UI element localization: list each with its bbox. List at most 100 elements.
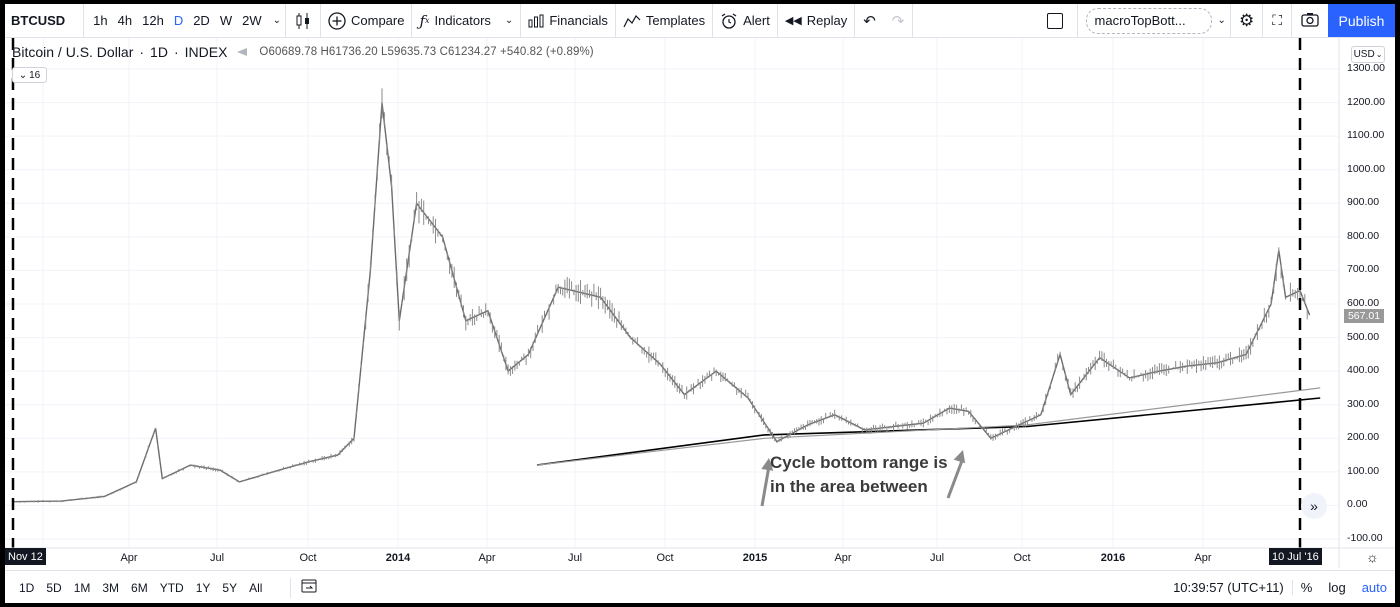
legend-dot: · (173, 44, 179, 60)
time-tick-label: Oct (299, 552, 317, 564)
moving-average-line (536, 387, 1321, 466)
time-tick-label: Oct (656, 552, 674, 564)
go-to-date-button[interactable] (290, 577, 317, 598)
range-1m[interactable]: 1M (73, 580, 91, 595)
publish-button[interactable]: Publish (1328, 4, 1395, 37)
arrow-shaft (946, 457, 965, 499)
legend-dot: · (139, 44, 145, 60)
rewind-icon: ◀◀ (784, 15, 802, 27)
bottom-toolbar: 1D 5D 1M 3M 6M YTD 1Y 5Y All 10:39:57 (UTC+11) %… (5, 570, 1395, 603)
chevron-down-icon: ⌄ (1375, 50, 1383, 59)
price-tick-label: 1200.00 (1347, 95, 1385, 108)
indicators-collapse-button[interactable]: ⌄ 16 (12, 67, 47, 83)
financials-button[interactable]: Financials (521, 4, 616, 37)
templates-icon (623, 14, 641, 28)
currency-label: USD (1353, 49, 1375, 60)
price-tick-label: 200.00 (1347, 431, 1380, 444)
camera-icon (1301, 12, 1319, 30)
settings-button[interactable]: ⚙ (1231, 4, 1264, 37)
timeframe-4h[interactable]: 4h (117, 13, 133, 28)
timeframe-1h[interactable]: 1h (93, 13, 108, 28)
time-tick-label: Apr (478, 552, 496, 564)
bottom-right-controls: 10:39:57 (UTC+11) % log auto (1165, 571, 1395, 603)
vertical-markers (11, 38, 1302, 548)
time-tick-label: Jul (209, 552, 225, 564)
legend-high: H61736.20 (320, 46, 378, 58)
axis-settings-icon[interactable]: ☼ (1366, 549, 1379, 565)
chevron-down-icon[interactable]: ⌄ (504, 15, 514, 26)
candles-icon (296, 12, 309, 29)
square-icon (1046, 12, 1063, 29)
market-status-icon[interactable] (237, 48, 247, 56)
legend-ohlc: O60689.78 H61736.20 L59635.73 C61234.27 … (259, 46, 593, 58)
price-tick-label: 800.00 (1347, 229, 1380, 242)
undo-button[interactable]: ↶ (855, 4, 884, 37)
price-tick-label: 1000.00 (1347, 162, 1385, 175)
price-tick-label: 700.00 (1347, 263, 1380, 276)
range-1d[interactable]: 1D (19, 580, 35, 595)
price-tick-label: 0.00 (1347, 498, 1368, 511)
timeframe-w[interactable]: W (219, 13, 233, 28)
fullscreen-button[interactable]: ⛶ (1263, 4, 1292, 37)
layout-name-menu[interactable]: macroTopBott... ⌄ (1078, 4, 1231, 37)
chart-canvas[interactable] (5, 38, 1395, 568)
chevron-down-icon[interactable]: ⌄ (1217, 15, 1226, 26)
chart-legend: Bitcoin / U.S. Dollar · 1D · INDEX O6068… (12, 44, 594, 60)
time-tick-label: 2016 (1100, 552, 1126, 564)
range-5y[interactable]: 5Y (222, 580, 238, 595)
time-tick-label: Apr (120, 552, 138, 564)
alert-label: Alert (743, 13, 770, 28)
scroll-to-realtime-button[interactable]: » (1301, 493, 1327, 519)
percent-scale-toggle[interactable]: % (1300, 580, 1313, 595)
time-tick-label: 2015 (742, 552, 768, 564)
clock-timezone[interactable]: 10:39:57 (UTC+11) (1165, 580, 1293, 595)
time-tick-label: Apr (834, 552, 852, 564)
chart-style-button[interactable] (286, 4, 321, 37)
time-tick-label: Apr (1194, 552, 1212, 564)
timeframe-2w[interactable]: 2W (242, 13, 262, 28)
select-layout-button[interactable] (1033, 4, 1078, 37)
time-tick-label: Jul (929, 552, 945, 564)
replay-button[interactable]: ◀◀ Replay (778, 4, 856, 37)
price-tick-label: 300.00 (1347, 397, 1380, 410)
legend-title: Bitcoin / U.S. Dollar (12, 44, 134, 60)
time-tick-label: 2014 (385, 552, 411, 564)
price-tick-label: 500.00 (1347, 330, 1380, 343)
range-5d[interactable]: 5D (46, 580, 62, 595)
timeframe-2d[interactable]: 2D (193, 13, 210, 28)
timeframe-d[interactable]: D (173, 13, 184, 28)
compare-button[interactable]: Compare (321, 4, 413, 37)
chevron-down-icon[interactable]: ⌄ (272, 15, 281, 26)
alert-button[interactable]: Alert (713, 4, 778, 37)
gear-icon: ⚙ (1238, 10, 1255, 30)
financials-label: Financials (549, 13, 608, 28)
range-3m[interactable]: 3M (102, 580, 120, 595)
snapshot-button[interactable] (1292, 4, 1328, 37)
moving-average-lines (536, 387, 1321, 466)
price-tick-label: 100.00 (1347, 464, 1380, 477)
legend-interval: 1D (150, 44, 168, 60)
indicator-count: 16 (29, 69, 41, 81)
undo-icon: ↶ (863, 12, 876, 30)
range-ytd[interactable]: YTD (159, 580, 184, 595)
auto-scale-toggle[interactable]: auto (1361, 580, 1387, 595)
symbol-search-button[interactable]: BTCUSD (5, 4, 85, 37)
range-all[interactable]: All (249, 580, 263, 595)
log-scale-toggle[interactable]: log (1328, 580, 1346, 595)
fullscreen-icon: ⛶ (1272, 12, 1282, 28)
chart-annotation-text[interactable]: Cycle bottom range is in the area betwee… (770, 451, 948, 499)
legend-open: O60689.78 (259, 46, 318, 58)
redo-button[interactable]: ↷ (884, 4, 914, 37)
arrow-head (761, 458, 774, 471)
legend-low: L59635.73 (381, 46, 437, 58)
range-6m[interactable]: 6M (131, 580, 148, 595)
templates-button[interactable]: Templates (616, 4, 714, 37)
timeframe-12h[interactable]: 12h (142, 13, 164, 28)
currency-button[interactable]: USD ⌄ (1351, 46, 1385, 63)
price-tick-label: 400.00 (1347, 364, 1380, 377)
chart-grid (5, 38, 1339, 548)
time-tick-label: Oct (1013, 552, 1031, 564)
range-1y[interactable]: 1Y (195, 580, 211, 595)
